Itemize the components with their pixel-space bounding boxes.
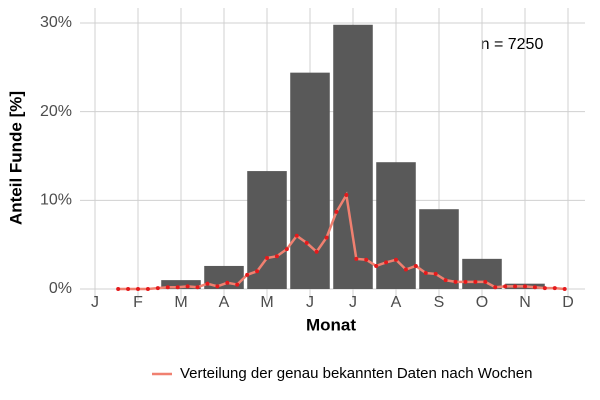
line-point xyxy=(344,193,349,198)
line-point xyxy=(205,281,210,286)
line-point xyxy=(255,269,260,274)
bar xyxy=(290,72,330,289)
line-point xyxy=(483,279,488,284)
line-point xyxy=(423,271,428,276)
y-tick-label: 20% xyxy=(40,103,72,120)
x-tick-label: A xyxy=(391,294,402,311)
line-point xyxy=(294,233,299,238)
line-point xyxy=(532,285,537,290)
line-point xyxy=(493,285,498,290)
line-point xyxy=(552,286,557,291)
line-point xyxy=(324,235,329,240)
line-point xyxy=(185,284,190,289)
line-point xyxy=(235,282,240,287)
line xyxy=(118,191,565,291)
bar xyxy=(462,258,502,289)
bar xyxy=(376,162,416,289)
y-tick-label: 10% xyxy=(40,192,72,209)
annotation: n = 7250 xyxy=(481,36,544,53)
line-point xyxy=(284,247,289,252)
y-axis-label: Anteil Funde [%] xyxy=(6,91,25,225)
legend-label: Verteilung der genau bekannten Daten nac… xyxy=(180,365,533,382)
line-point xyxy=(314,249,319,254)
line-point xyxy=(225,280,230,285)
x-tick-label: M xyxy=(174,294,187,311)
x-tick-label: F xyxy=(133,294,143,311)
bar xyxy=(247,171,287,289)
line-point xyxy=(145,287,150,291)
line-point xyxy=(473,279,478,284)
line-point xyxy=(116,287,121,291)
x-tick-label: J xyxy=(91,294,99,311)
line-point xyxy=(453,279,458,284)
line-point xyxy=(433,271,438,276)
bar xyxy=(333,24,373,289)
line-point xyxy=(126,287,131,291)
x-axis-label: Monat xyxy=(306,315,356,334)
line-point xyxy=(374,263,379,268)
x-tick-label: M xyxy=(260,294,273,311)
line-point xyxy=(443,278,448,283)
line-point xyxy=(542,286,547,291)
line-point xyxy=(165,285,170,290)
x-tick-label: J xyxy=(306,294,314,311)
line-point xyxy=(523,284,527,289)
y-tick-label: 0% xyxy=(49,280,72,297)
line-point xyxy=(215,284,220,289)
line-point xyxy=(394,257,398,262)
line-point xyxy=(175,285,180,290)
x-tick-label: N xyxy=(519,294,531,311)
line-point xyxy=(384,260,389,265)
bar xyxy=(161,280,201,289)
line-point xyxy=(463,279,468,284)
x-tick-label: A xyxy=(219,294,230,311)
line-point xyxy=(513,284,518,289)
x-tick-label: J xyxy=(349,294,357,311)
x-tick-label: O xyxy=(476,294,488,311)
line-point xyxy=(136,287,140,291)
line-point xyxy=(364,257,369,262)
line-point xyxy=(195,285,200,290)
line-point xyxy=(304,240,309,245)
line-point xyxy=(354,256,359,261)
line-point xyxy=(334,209,339,214)
x-tick-label: D xyxy=(562,294,574,311)
line-point xyxy=(155,286,160,291)
line-point xyxy=(265,255,269,260)
line-point xyxy=(403,267,408,272)
line-point xyxy=(413,263,418,268)
line-point xyxy=(562,287,567,291)
x-tick-label: S xyxy=(434,294,445,311)
line-point xyxy=(274,254,279,259)
y-tick-label: 30% xyxy=(40,14,72,31)
line-point xyxy=(503,284,508,289)
line-point xyxy=(245,272,250,277)
